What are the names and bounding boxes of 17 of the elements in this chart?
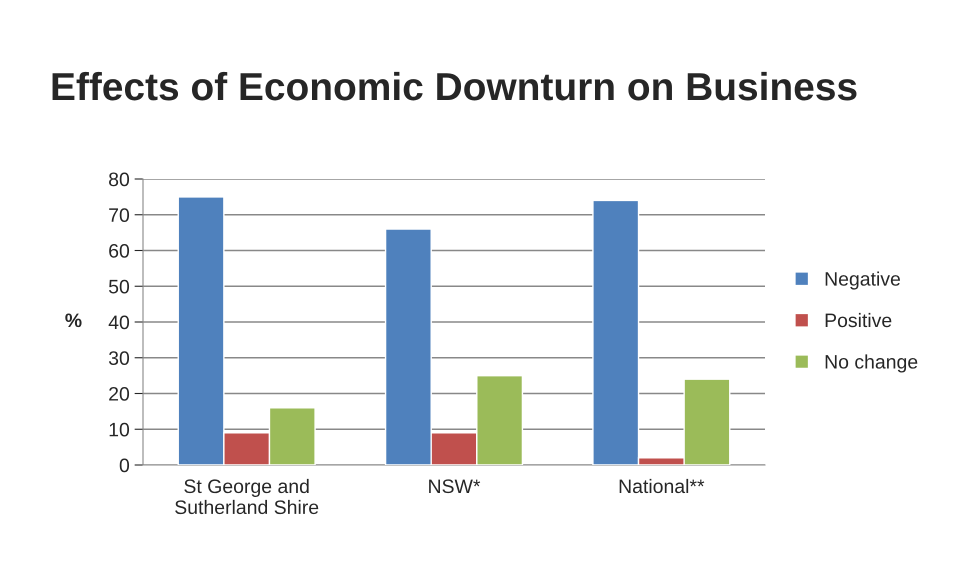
y-tick-label: 70 [109,208,130,222]
x-tick-label: NSW* [429,479,480,494]
y-tick-label: 30 [108,351,130,365]
y-tick-label: 60 [109,244,130,258]
legend-label: Positive [826,312,892,328]
legend-label: No change [826,354,918,373]
legend-label: Negative [826,271,900,290]
y-tick-label: 50 [108,280,130,294]
chart-title: Effects of Economic Downturn on Business [52,72,856,100]
y-axis-title: % [65,314,82,328]
y-tick-label: 80 [109,172,130,186]
x-tick-label: National** [620,478,704,494]
y-tick-label: 10 [110,422,130,436]
x-tick-label: St George and Sutherland Shire [175,478,318,514]
y-tick-label: 20 [109,386,130,401]
y-tick-label: 0 [120,458,130,472]
y-tick-label: 40 [108,315,130,330]
